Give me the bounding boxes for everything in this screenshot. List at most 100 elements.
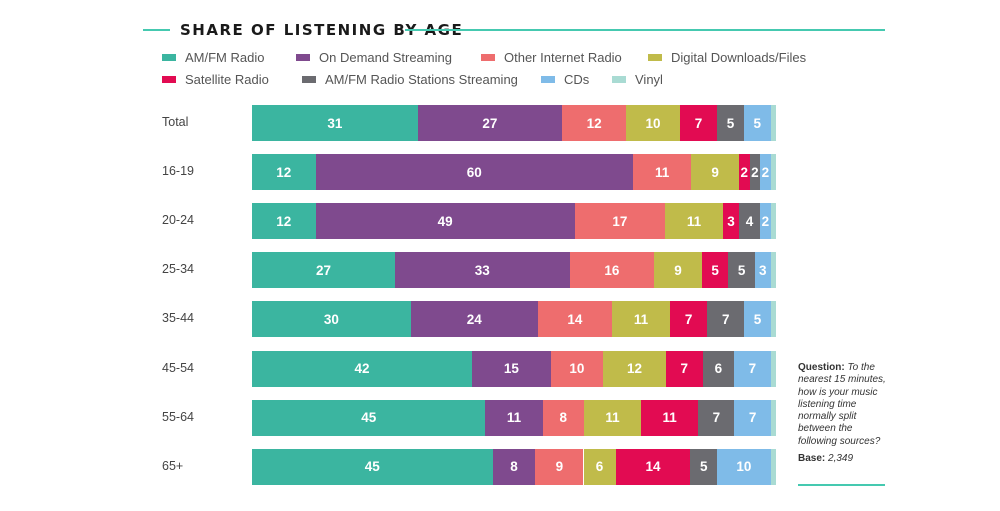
bar-segment: 8 — [542, 399, 585, 436]
data-label: 7 — [721, 311, 730, 327]
bar-segment: 7 — [698, 399, 735, 436]
bar-segment: 3 — [723, 203, 739, 240]
legend-item: Digital Downloads/Files — [648, 50, 806, 65]
bar-segment: 42 — [252, 350, 473, 387]
data-label: 30 — [323, 311, 339, 327]
bar-segment: 14 — [537, 301, 612, 338]
legend-label: Vinyl — [635, 72, 663, 87]
data-label: 12 — [586, 115, 602, 131]
legend-label: On Demand Streaming — [319, 50, 452, 65]
data-label: 9 — [711, 164, 719, 180]
data-label: 12 — [276, 164, 292, 180]
bar-segment: 27 — [417, 105, 563, 141]
bar-segment: 4 — [738, 203, 761, 240]
data-label: 27 — [482, 115, 498, 131]
note-rule — [798, 484, 885, 486]
bar-segment: 10 — [626, 105, 680, 141]
bar-segment: 33 — [394, 252, 570, 289]
row-label: 55-64 — [162, 409, 194, 424]
data-label: 5 — [711, 262, 719, 278]
legend-label: CDs — [564, 72, 590, 87]
data-label: 2 — [761, 164, 770, 180]
bar-segment — [770, 105, 776, 141]
data-label: 5 — [737, 262, 746, 278]
data-label: 8 — [510, 459, 518, 475]
bar-segment: 7 — [734, 350, 771, 387]
data-label: 7 — [684, 311, 693, 327]
title-rule-left — [143, 29, 170, 31]
data-label: 11 — [633, 311, 649, 327]
bar-segment: 7 — [665, 350, 703, 387]
data-label: 16 — [604, 262, 620, 278]
legend-label: Other Internet Radio — [504, 50, 622, 65]
bar-segment: 9 — [535, 448, 584, 485]
legend-item: Vinyl — [612, 72, 663, 87]
base-label: Base: — [798, 453, 826, 465]
bar-segment: 11 — [641, 399, 699, 436]
chart-title: SHARE OF LISTENING BY AGE — [180, 21, 464, 39]
bar-segment: 24 — [410, 301, 538, 338]
bar-segment — [770, 399, 776, 436]
legend-item: AM/FM Radio Stations Streaming — [302, 72, 518, 87]
data-label: 9 — [555, 459, 564, 475]
data-label: 49 — [437, 213, 453, 229]
bar-segment: 15 — [472, 350, 551, 387]
data-label: 45 — [364, 459, 380, 475]
legend-swatch — [648, 54, 662, 61]
data-label: 14 — [567, 311, 583, 327]
legend-label: AM/FM Radio Stations Streaming — [325, 72, 518, 87]
legend-item: On Demand Streaming — [296, 50, 452, 65]
legend-label: Digital Downloads/Files — [671, 50, 807, 65]
bar-segment: 7 — [734, 399, 771, 436]
data-label: 5 — [726, 115, 735, 131]
legend-swatch — [541, 76, 555, 83]
data-label: 11 — [686, 213, 702, 229]
data-label: 60 — [466, 164, 482, 180]
row-label: 20-24 — [162, 213, 194, 228]
bar-segment: 11 — [633, 154, 692, 191]
row-label: 45-54 — [162, 360, 194, 375]
row-label: 16-19 — [162, 164, 194, 179]
bar-segment: 11 — [485, 399, 543, 436]
bar-segment: 2 — [760, 154, 771, 191]
data-label: 42 — [354, 361, 370, 376]
data-label: 2 — [751, 164, 759, 180]
data-label: 7 — [680, 361, 689, 376]
legend-swatch — [296, 54, 310, 61]
title-rule-right — [405, 29, 885, 31]
bar-segment: 49 — [315, 203, 575, 240]
row-label: 35-44 — [162, 311, 194, 326]
bar-segment: 16 — [569, 252, 655, 289]
legend-label: AM/FM Radio — [185, 50, 265, 65]
data-label: 11 — [605, 410, 620, 426]
bar-segment: 10 — [550, 350, 604, 387]
data-label: 11 — [506, 410, 522, 426]
data-label: 27 — [315, 262, 331, 278]
bar-segment: 5 — [744, 301, 771, 338]
data-label: 9 — [674, 262, 682, 278]
bar-segment: 12 — [252, 203, 316, 240]
bar-segment: 45 — [252, 448, 493, 485]
bar-segment: 60 — [315, 154, 634, 191]
data-label: 6 — [714, 361, 723, 376]
row-label: 65+ — [162, 458, 184, 473]
question-note: Question: To the nearest 15 minutes, how… — [798, 362, 890, 465]
bar-segment: 14 — [615, 448, 691, 485]
bar-segment: 9 — [691, 154, 739, 191]
bar-segment: 9 — [654, 252, 702, 289]
data-label: 33 — [474, 262, 490, 278]
data-label: 11 — [662, 410, 677, 426]
bar-segment: 5 — [690, 448, 718, 485]
data-label: 10 — [645, 115, 661, 131]
bar-segment: 6 — [583, 448, 616, 485]
data-label: 12 — [627, 361, 643, 376]
data-label: 5 — [700, 459, 708, 475]
data-label: 5 — [753, 115, 762, 131]
bar-segment — [770, 252, 776, 289]
data-label: 10 — [736, 459, 752, 475]
bar-segment — [770, 203, 776, 240]
legend-label: Satellite Radio — [185, 72, 269, 87]
legend-item: Other Internet Radio — [481, 50, 622, 65]
row-label: 25-34 — [162, 262, 194, 277]
data-label: 12 — [276, 213, 292, 229]
